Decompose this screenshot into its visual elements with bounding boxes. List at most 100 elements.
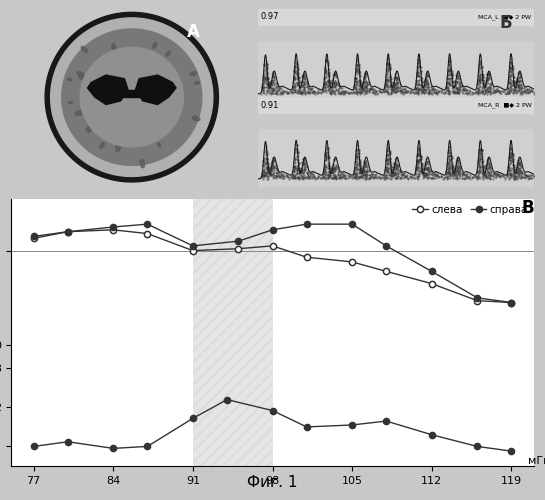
Point	[350, 88, 359, 96]
Point	[414, 70, 423, 78]
Point	[454, 90, 463, 98]
Point	[508, 157, 517, 165]
Point	[508, 172, 517, 179]
Point	[444, 78, 453, 86]
Point	[298, 86, 306, 94]
Point	[505, 88, 513, 96]
Point	[509, 84, 518, 92]
Point	[354, 88, 363, 96]
Point	[326, 174, 335, 182]
Point	[508, 65, 517, 73]
Point	[351, 78, 360, 86]
Point	[522, 86, 530, 94]
Point	[277, 170, 286, 178]
Point	[366, 170, 375, 177]
Bar	[258, 8, 534, 25]
Point	[382, 80, 391, 88]
Point	[516, 90, 525, 98]
Point	[340, 172, 349, 180]
Point	[384, 144, 393, 152]
Point	[352, 85, 361, 93]
Point	[358, 174, 366, 182]
Point	[475, 164, 483, 172]
Ellipse shape	[88, 130, 91, 132]
Point	[351, 77, 360, 85]
Point	[446, 80, 455, 88]
Point	[393, 74, 402, 82]
Point	[335, 90, 344, 98]
Point	[258, 172, 267, 180]
Point	[436, 172, 445, 180]
Point	[479, 157, 487, 165]
Point	[398, 90, 407, 98]
Point	[354, 63, 363, 71]
Point	[354, 156, 363, 164]
Point	[340, 171, 349, 179]
Point	[428, 170, 437, 178]
Point	[276, 172, 284, 180]
Point	[380, 88, 389, 96]
Point	[513, 166, 522, 173]
Point	[263, 83, 272, 91]
Point	[467, 88, 476, 96]
Point	[422, 160, 431, 168]
Point	[358, 88, 366, 96]
Point	[441, 84, 450, 92]
Point	[379, 87, 387, 95]
Point	[261, 159, 270, 167]
Point	[332, 80, 341, 88]
Point	[413, 152, 422, 160]
Point	[392, 69, 401, 77]
Point	[356, 162, 365, 170]
Point	[339, 169, 348, 177]
Point	[505, 162, 513, 170]
Point	[331, 154, 340, 162]
Point	[283, 88, 292, 96]
Point	[445, 170, 454, 178]
Point	[507, 157, 516, 165]
Point	[323, 85, 332, 93]
Point	[330, 89, 338, 97]
Point	[514, 164, 523, 172]
Point	[282, 89, 291, 97]
Point	[391, 164, 399, 172]
Point	[271, 90, 280, 98]
Point	[259, 74, 268, 82]
Point	[385, 77, 394, 85]
Point	[509, 79, 518, 87]
Point	[300, 84, 308, 92]
Point	[268, 78, 276, 86]
Point	[324, 172, 333, 180]
Point	[483, 84, 492, 92]
Point	[514, 158, 523, 166]
Point	[325, 166, 334, 174]
Point	[485, 70, 494, 78]
Point	[452, 78, 461, 86]
Point	[336, 89, 345, 97]
Point	[396, 86, 405, 94]
Point	[318, 86, 326, 94]
Point	[291, 68, 300, 76]
Point	[289, 170, 298, 178]
Point	[524, 87, 532, 95]
Point	[332, 175, 341, 183]
Point	[450, 170, 458, 177]
Point	[261, 160, 270, 168]
Point	[322, 86, 331, 94]
Point	[355, 156, 364, 164]
Point	[267, 162, 275, 170]
Point	[382, 166, 391, 174]
Point	[429, 172, 438, 179]
Point	[476, 58, 485, 66]
Point	[445, 80, 454, 88]
Point	[261, 67, 270, 75]
Point	[414, 68, 423, 76]
Point	[447, 70, 456, 78]
Point	[343, 89, 352, 97]
Point	[324, 80, 333, 88]
Point	[354, 152, 363, 160]
Point	[483, 160, 492, 168]
Point	[322, 174, 331, 182]
Point	[330, 174, 338, 182]
Point	[508, 90, 517, 98]
